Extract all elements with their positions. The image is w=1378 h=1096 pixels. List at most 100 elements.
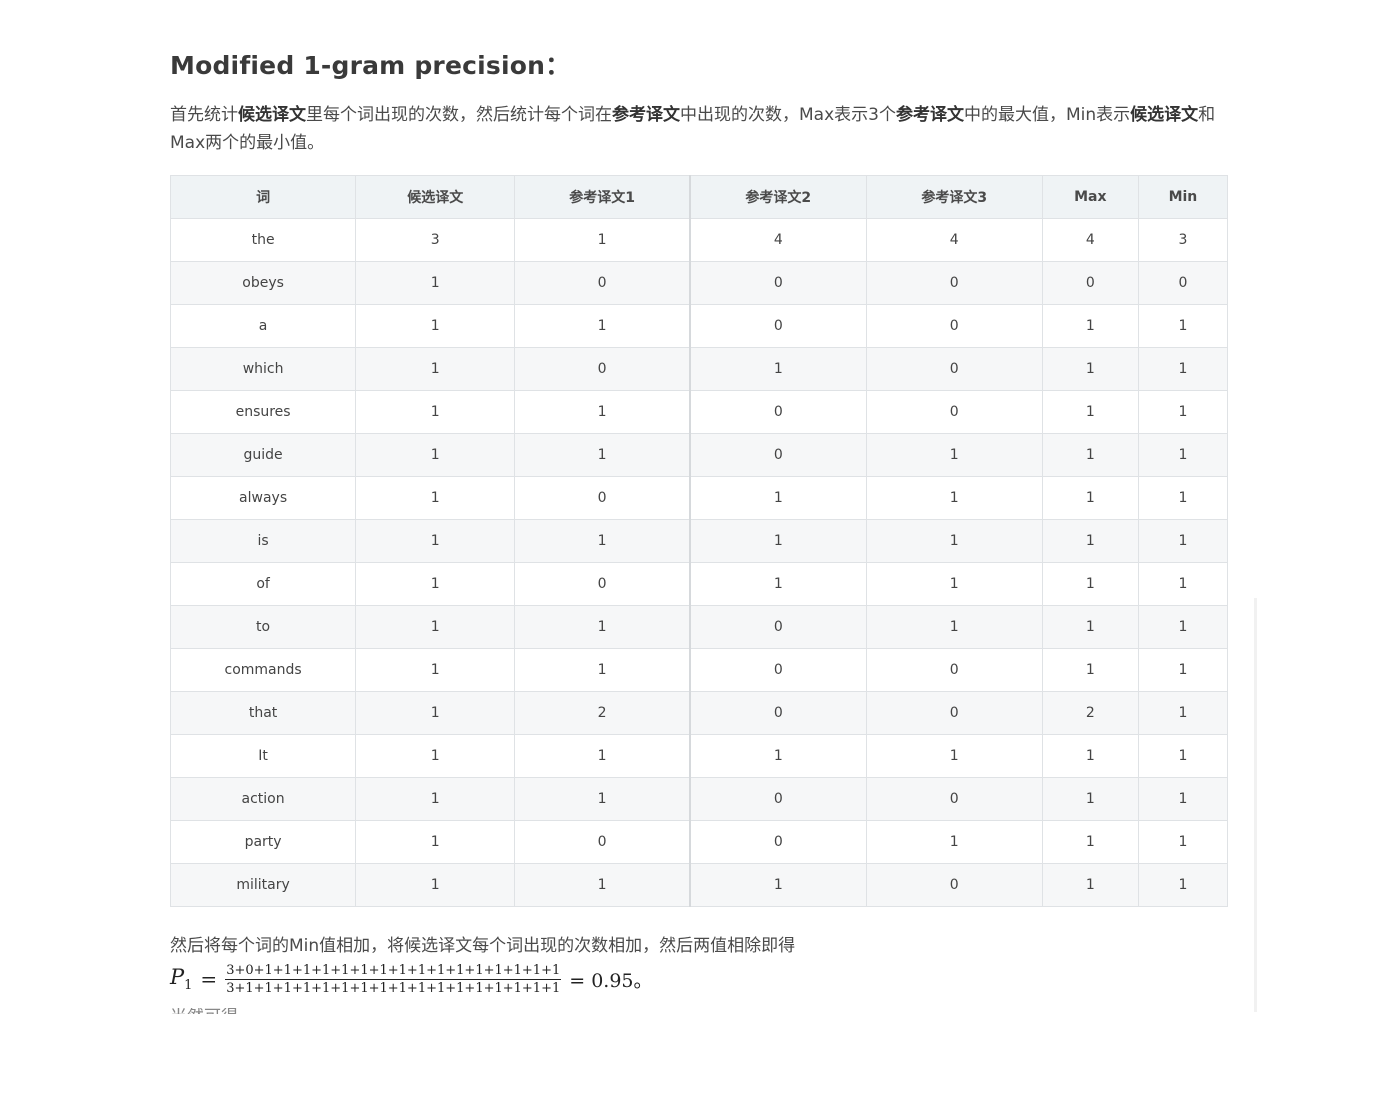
table-row: the 3 1 4 4 4 3: [169, 218, 1229, 262]
count-cell: 1: [514, 777, 691, 821]
count-cell: 1: [688, 347, 867, 391]
word-cell: the: [169, 218, 357, 262]
count-cell: 1: [1137, 777, 1229, 821]
count-cell: 1: [688, 519, 867, 563]
count-cell: 3: [355, 218, 516, 262]
intro-bold-term: 参考译文: [895, 105, 964, 125]
column-header: Max: [1041, 175, 1139, 219]
summary-text: 然后将每个词的Min值相加，将候选译文每个词出现的次数相加，然后两值相除即得: [170, 936, 796, 956]
count-cell: 1: [865, 605, 1043, 649]
count-cell: 1: [1041, 734, 1139, 778]
count-cell: 1: [865, 734, 1043, 778]
count-cell: 1: [355, 390, 516, 434]
count-cell: 1: [355, 433, 516, 477]
count-cell: 1: [355, 605, 516, 649]
count-cell: 1: [1041, 476, 1139, 520]
word-cell: that: [169, 691, 357, 735]
table-row: guide 1 1 0 1 1 1: [169, 433, 1229, 477]
table-header-row: 词候选译文 参考译文1 参考译文2 参考译文3 Max Min: [169, 175, 1229, 219]
count-cell: 0: [688, 433, 867, 477]
column-header: 参考译文3: [865, 175, 1043, 219]
word-cell: obeys: [169, 261, 357, 305]
count-cell: 1: [865, 562, 1043, 606]
count-cell: 0: [865, 390, 1043, 434]
count-cell: 1: [688, 476, 867, 520]
count-cell: 0: [514, 347, 691, 391]
count-cell: 1: [865, 820, 1043, 864]
count-cell: 1: [865, 476, 1043, 520]
intro-text: 中出现的次数，Max表示3个: [680, 105, 896, 125]
table-row: that 1 2 0 0 2 1: [169, 691, 1229, 735]
scrollbar-track[interactable]: [1254, 598, 1257, 1012]
count-cell: 1: [355, 863, 516, 907]
count-cell: 1: [1137, 390, 1229, 434]
table-row: always 1 0 1 1 1 1: [169, 476, 1229, 520]
count-cell: 1: [1041, 777, 1139, 821]
count-cell: 1: [514, 304, 691, 348]
intro-bold-term: 候选译文: [1130, 105, 1199, 125]
word-cell: which: [169, 347, 357, 391]
count-cell: 1: [1137, 304, 1229, 348]
count-cell: 1: [865, 433, 1043, 477]
formula-lhs: P1: [170, 964, 193, 994]
count-cell: 1: [1137, 648, 1229, 692]
count-cell: 0: [688, 390, 867, 434]
table-row: to 1 1 0 1 1 1: [169, 605, 1229, 649]
count-cell: 1: [355, 734, 516, 778]
count-cell: 1: [514, 863, 691, 907]
table-row: It 1 1 1 1 1 1: [169, 734, 1229, 778]
count-cell: 1: [355, 562, 516, 606]
word-cell: military: [169, 863, 357, 907]
word-cell: is: [169, 519, 357, 563]
table-row: action 1 1 0 0 1 1: [169, 777, 1229, 821]
word-cell: of: [169, 562, 357, 606]
count-cell: 1: [355, 519, 516, 563]
count-cell: 1: [688, 562, 867, 606]
count-cell: 4: [865, 218, 1043, 262]
count-cell: 1: [1041, 863, 1139, 907]
intro-text: 里每个词出现的次数，然后统计每个词在: [306, 105, 612, 125]
count-cell: 1: [514, 218, 691, 262]
table-row: military 1 1 1 0 1 1: [169, 863, 1229, 907]
count-cell: 0: [865, 347, 1043, 391]
count-cell: 1: [1137, 562, 1229, 606]
count-cell: 0: [514, 476, 691, 520]
count-cell: 1: [1137, 820, 1229, 864]
count-cell: 1: [1137, 476, 1229, 520]
table-row: obeys 1 0 0 0 0 0: [169, 261, 1229, 305]
count-cell: 0: [1041, 261, 1139, 305]
table-row: is 1 1 1 1 1 1: [169, 519, 1229, 563]
count-cell: 0: [688, 820, 867, 864]
count-cell: 0: [865, 304, 1043, 348]
table-row: of 1 0 1 1 1 1: [169, 562, 1229, 606]
count-cell: 1: [514, 519, 691, 563]
count-cell: 0: [865, 777, 1043, 821]
count-cell: 4: [688, 218, 867, 262]
count-cell: 1: [688, 863, 867, 907]
count-cell: 1: [355, 261, 516, 305]
article-content: Modified 1-gram precision： 首先统计候选译文里每个词出…: [169, 40, 1229, 999]
count-cell: 0: [514, 562, 691, 606]
count-cell: 0: [865, 261, 1043, 305]
count-cell: 0: [1137, 261, 1229, 305]
table-row: ensures 1 1 0 0 1 1: [169, 390, 1229, 434]
count-cell: 2: [514, 691, 691, 735]
table-row: party 1 0 0 1 1 1: [169, 820, 1229, 864]
count-cell: 0: [514, 261, 691, 305]
count-cell: 1: [514, 433, 691, 477]
count-cell: 1: [1041, 304, 1139, 348]
count-cell: 1: [514, 605, 691, 649]
word-cell: It: [169, 734, 357, 778]
column-header: 候选译文: [355, 175, 516, 219]
word-cell: to: [169, 605, 357, 649]
count-cell: 1: [514, 648, 691, 692]
count-cell: 1: [1137, 519, 1229, 563]
intro-text: 和Max两个的最小值。: [170, 105, 1216, 153]
count-cell: 3: [1137, 218, 1229, 262]
column-header: 词: [169, 175, 357, 219]
formula-numerator: 3+0+1+1+1+1+1+1+1+1+1+1+1+1+1+1+1+1: [225, 962, 562, 980]
count-cell: 1: [355, 648, 516, 692]
count-cell: 0: [865, 648, 1043, 692]
table-row: which 1 0 1 0 1 1: [169, 347, 1229, 391]
